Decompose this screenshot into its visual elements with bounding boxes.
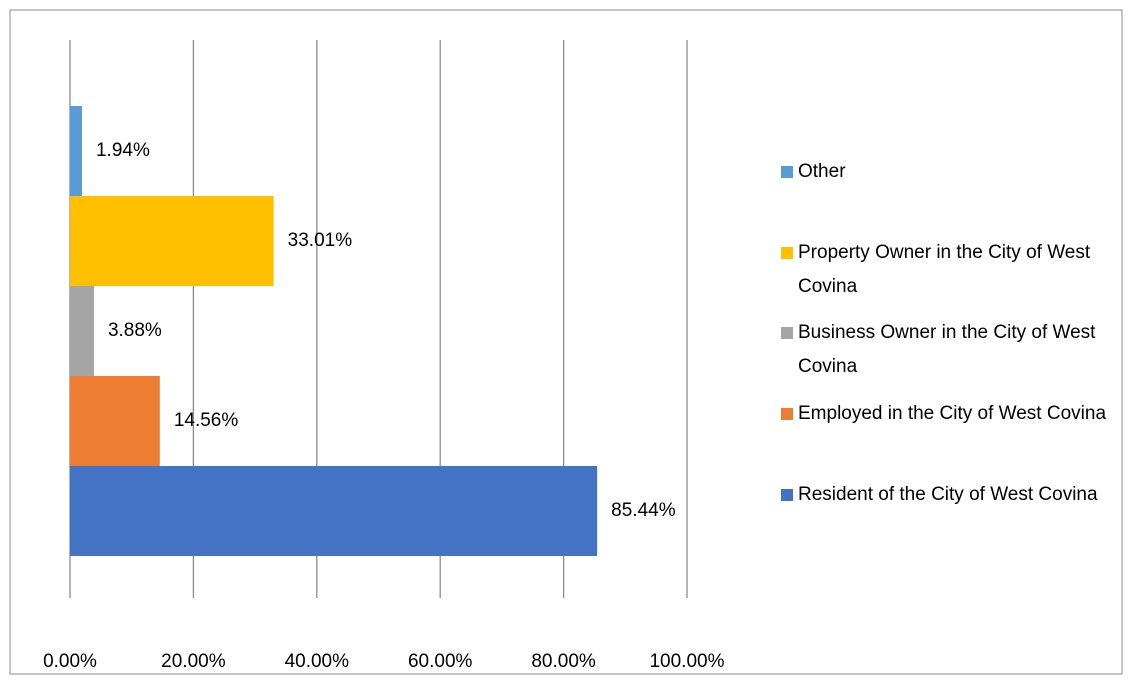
legend-swatch <box>781 166 793 178</box>
legend-swatch <box>781 247 793 259</box>
legend-swatch <box>781 489 793 501</box>
data-label: 1.94% <box>96 140 150 161</box>
data-label: 14.56% <box>174 410 239 431</box>
bar <box>70 466 598 556</box>
legend-item: Business Owner in the City of West Covin… <box>781 316 1116 384</box>
x-tick-label: 40.00% <box>285 651 350 672</box>
legend-item: Property Owner in the City of West Covin… <box>781 236 1116 304</box>
bar <box>70 196 274 286</box>
legend-label: Other <box>798 161 846 182</box>
legend-label: Resident of the City of West Covina <box>798 484 1098 505</box>
x-tick-label: 20.00% <box>161 651 226 672</box>
bar <box>70 286 94 376</box>
data-label: 3.88% <box>108 320 162 341</box>
bar <box>70 106 82 196</box>
bar <box>70 376 160 466</box>
legend-swatch <box>781 408 793 420</box>
data-label: 33.01% <box>288 230 353 251</box>
x-tick-label: 80.00% <box>531 651 596 672</box>
data-label: 85.44% <box>611 500 676 521</box>
x-tick-label: 100.00% <box>649 651 724 672</box>
legend-item: Employed in the City of West Covina <box>781 397 1116 431</box>
legend-label: Property Owner in the City of West Covin… <box>798 242 1091 297</box>
x-tick-label: 60.00% <box>408 651 473 672</box>
x-tick-label: 0.00% <box>43 651 97 672</box>
legend-swatch <box>781 327 793 339</box>
legend-item: Resident of the City of West Covina <box>781 478 1116 512</box>
legend-label: Employed in the City of West Covina <box>798 403 1107 424</box>
legend-label: Business Owner in the City of West Covin… <box>798 322 1096 377</box>
chart-border <box>9 9 1123 675</box>
legend-item: Other <box>781 155 1116 189</box>
